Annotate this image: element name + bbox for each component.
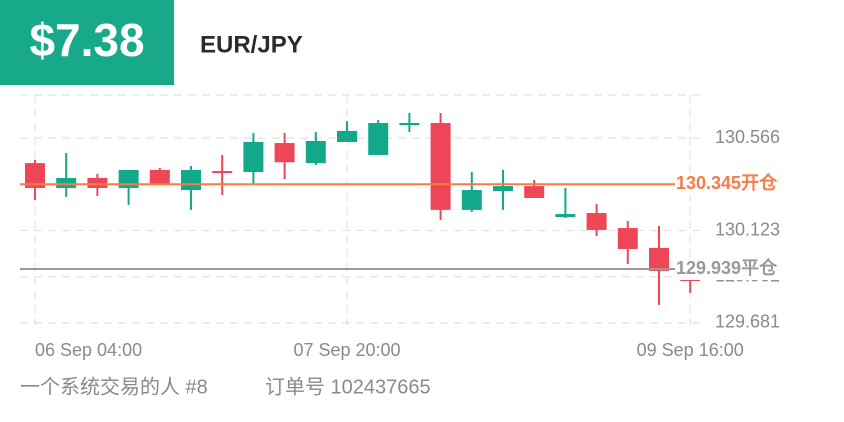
y-tick-label: 130.566 [715, 127, 780, 147]
x-tick-label: 06 Sep 04:00 [35, 340, 142, 360]
position-label: 129.939平仓 [676, 257, 778, 278]
y-tick-label: 130.123 [715, 219, 780, 239]
candle-body [274, 143, 295, 163]
x-tick-label: 09 Sep 16:00 [637, 340, 744, 360]
candle-body [87, 177, 108, 188]
candle-body [617, 228, 638, 249]
candle-body [586, 213, 607, 230]
candle-body [493, 186, 513, 192]
candle-body [337, 130, 357, 143]
candle-body [181, 169, 201, 191]
candle-body [399, 122, 420, 126]
position-label-bg [675, 173, 790, 196]
x-tick-label: 07 Sep 20:00 [293, 340, 400, 360]
symbol: EUR/JPY [200, 31, 303, 58]
candle-body [56, 177, 77, 188]
candle-body [243, 142, 264, 173]
candle-body [368, 122, 389, 155]
candle-body [680, 279, 701, 282]
candle-body [524, 186, 545, 198]
candle-body [212, 171, 233, 174]
trader: 一个系统交易的人 #8 [20, 375, 208, 398]
profit: $7.38 [29, 14, 144, 66]
position-label: 130.345开仓 [676, 172, 778, 193]
candle-body [149, 169, 170, 186]
y-tick-label: 129.681 [715, 312, 780, 332]
candle-body [555, 214, 576, 217]
profit-badge [0, 0, 174, 85]
candle-body [118, 169, 139, 188]
candle-body [430, 122, 451, 210]
order-number: 订单号 102437665 [265, 375, 431, 398]
candle-body [649, 247, 669, 271]
candle-body [461, 190, 482, 210]
candle-body [25, 163, 45, 188]
candle-body [305, 140, 326, 164]
position-label-bg [675, 258, 790, 281]
